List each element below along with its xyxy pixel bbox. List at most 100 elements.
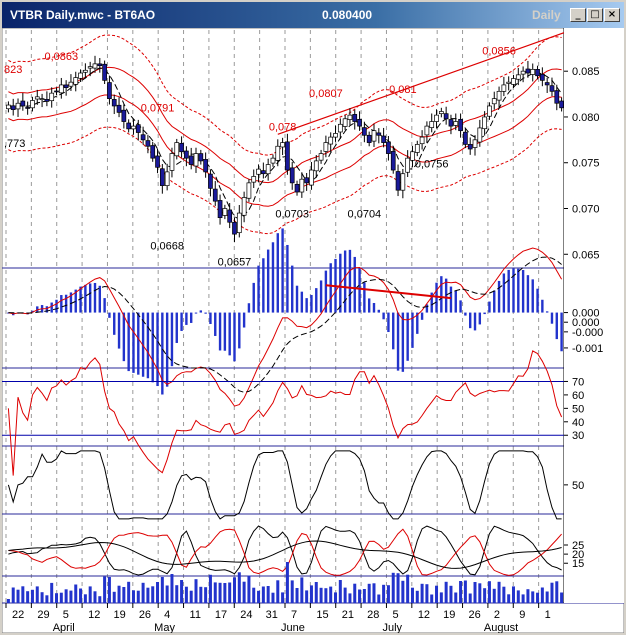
macd-histogram-bar <box>420 312 424 320</box>
macd-histogram-bar <box>64 294 68 313</box>
macd-histogram-bar <box>204 312 207 314</box>
volume-bar <box>401 580 405 603</box>
candle-up <box>6 104 11 110</box>
time-tick-label: 24 <box>240 609 252 621</box>
chart-area[interactable]: 0,0863 823 ,773 0,0791 0,0668 0,0657 0,078 0,07… <box>2 28 624 633</box>
volume-bar <box>237 572 241 603</box>
macd-histogram-bar <box>281 228 284 313</box>
axis-tick-label: 0.085 <box>572 66 600 78</box>
candle-up <box>78 72 83 79</box>
candle-up <box>236 212 242 234</box>
macd-histogram-bar <box>497 280 501 313</box>
price-annotation: 0,081 <box>389 84 417 96</box>
macd-histogram-bar <box>295 285 299 313</box>
axis-tick-label: 70 <box>572 376 584 388</box>
macd-histogram-bar <box>435 282 438 313</box>
volume-bar <box>290 580 294 603</box>
macd-histogram-bar <box>185 312 188 325</box>
candle-up <box>265 164 271 175</box>
volume-bar <box>540 587 544 603</box>
macd-histogram-bar <box>98 285 102 313</box>
axis-tick-label: 0.000 <box>572 308 600 320</box>
macd-histogram-bar <box>45 306 49 313</box>
macd-histogram-bar <box>531 279 534 313</box>
candle-down <box>208 173 213 189</box>
candle-up <box>506 81 512 84</box>
current-price-readout: 0.080400 <box>322 8 373 22</box>
macd-line <box>8 247 563 407</box>
macd-histogram-bar <box>517 268 520 313</box>
macd-histogram-bar <box>392 312 395 350</box>
macd-histogram-bar <box>310 294 313 313</box>
candle-down <box>184 150 189 159</box>
candle-down <box>212 188 218 202</box>
volume-bar <box>309 585 313 603</box>
macd-histogram-bar <box>468 312 472 329</box>
macd-histogram-bar <box>449 286 453 313</box>
axis-tick-label: 50 <box>572 403 584 415</box>
volume-bar <box>420 583 424 603</box>
lower-outer-band <box>8 126 562 235</box>
axis-tick-label: 0.075 <box>572 158 600 170</box>
macd-histogram-bar <box>132 312 135 373</box>
candle-down <box>366 134 372 143</box>
macd-histogram-bar <box>512 268 515 313</box>
candle-down <box>116 104 122 113</box>
volume-bar <box>473 582 477 603</box>
candle-down <box>97 63 103 67</box>
macd-histogram-bar <box>459 300 462 313</box>
volume-bar <box>468 593 472 603</box>
candle-down <box>179 142 184 153</box>
axis-tick-label: 25 <box>572 540 584 552</box>
macd-histogram-bar <box>151 312 154 383</box>
candle-down <box>559 100 564 109</box>
volume-bar <box>208 574 212 603</box>
price-annotation: 0,0807 <box>309 88 343 100</box>
volume-bar <box>483 588 487 603</box>
candle-up <box>299 178 305 193</box>
candle-down <box>458 118 463 132</box>
candle-down <box>443 113 449 120</box>
volume-bar <box>247 575 251 603</box>
minimize-button[interactable]: _ <box>570 8 586 22</box>
volume-bar <box>175 585 179 603</box>
volume-bar <box>122 587 126 603</box>
volume-bar <box>377 594 381 603</box>
axis-tick-label: 0.080 <box>572 112 600 124</box>
volume-bar <box>83 594 87 603</box>
volume-bar <box>300 577 304 603</box>
candle-down <box>463 131 468 145</box>
candle-up <box>424 125 430 136</box>
price-annotation: 0,0668 <box>150 241 184 253</box>
close-button[interactable]: × <box>604 8 620 22</box>
volume-bar <box>40 592 44 603</box>
volume-bar <box>550 582 554 603</box>
macd-histogram-bar <box>440 276 443 313</box>
axis-tick-label: 15 <box>572 558 584 570</box>
price-axis: 0.0850.0800.0750.0700.0650.0000.000-0.00… <box>564 28 624 603</box>
macd-histogram-bar <box>324 270 328 313</box>
candle-down <box>535 69 540 77</box>
volume-bar <box>156 582 160 603</box>
price-annotation: 0,0856 <box>482 46 516 58</box>
price-annotation: 0,0863 <box>44 51 78 63</box>
volume-bar <box>362 589 366 603</box>
macd-histogram-bar <box>108 312 111 318</box>
time-tick-label: 17 <box>215 609 227 621</box>
candle-down <box>390 151 396 171</box>
price-annotation: 823 <box>4 64 22 76</box>
macd-histogram-bar <box>60 295 63 313</box>
macd-histogram-bar <box>372 302 376 313</box>
macd-histogram-bar <box>161 312 164 395</box>
candle-down <box>285 141 290 171</box>
candle-up <box>491 98 497 105</box>
candle-up <box>530 69 536 75</box>
price-panel: 0,0863 823 ,773 0,0791 0,0668 0,0657 0,078 0,07… <box>4 32 565 268</box>
macd-histogram-bar <box>536 288 539 313</box>
macd-histogram-bar <box>454 290 457 313</box>
volume-bar <box>131 590 135 603</box>
oscillator-line <box>7 450 562 520</box>
maximize-button[interactable]: □ <box>587 8 603 22</box>
title-bar[interactable]: VTBR Daily.mwc - BT6AO 0.080400 Daily _ … <box>2 2 624 28</box>
